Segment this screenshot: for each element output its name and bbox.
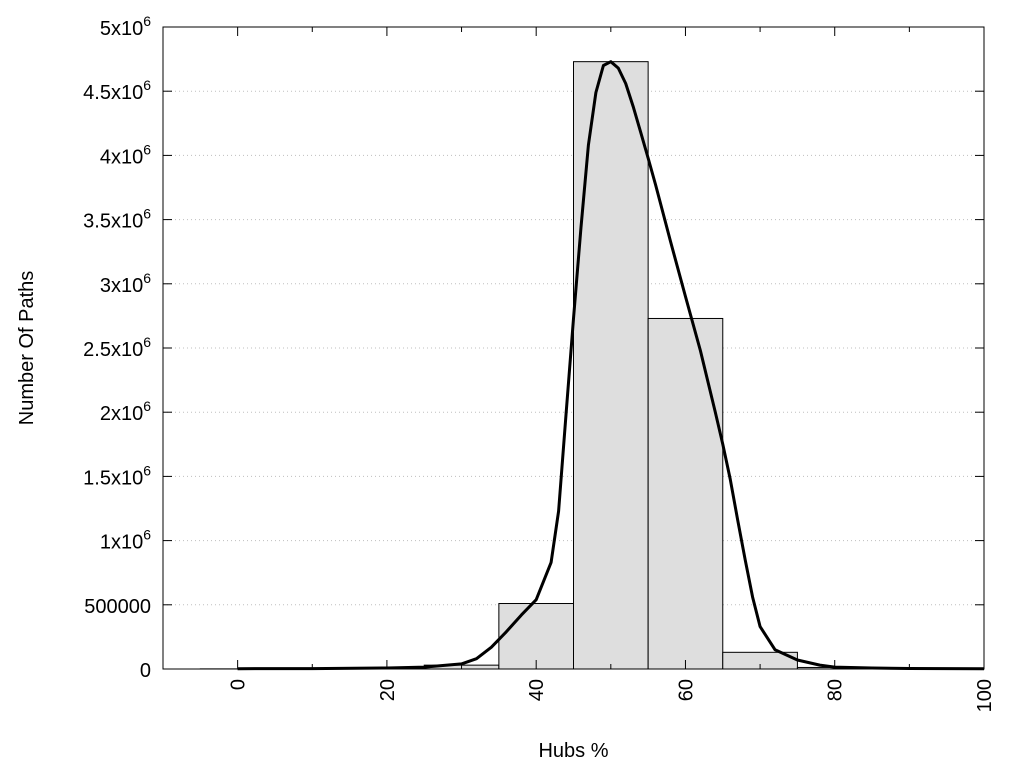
y-tick-label: 4x106	[100, 141, 151, 168]
y-tick-label: 4.5x106	[83, 77, 151, 104]
x-tick-label: 100	[974, 679, 996, 712]
y-tick-label: 2.5x106	[83, 334, 151, 361]
y-tick-label: 500000	[84, 596, 151, 618]
y-tick-label: 1x106	[100, 527, 151, 554]
x-tick-label: 40	[526, 679, 548, 701]
x-tick-label: 20	[377, 679, 399, 701]
x-tick-label: 0	[228, 679, 250, 690]
x-tick-label: 60	[675, 679, 697, 701]
y-tick-label: 3.5x106	[83, 206, 151, 233]
y-tick-label: 0	[140, 660, 151, 682]
x-tick-label: 80	[825, 679, 847, 701]
y-tick-label: 5x106	[100, 13, 151, 40]
density-curve	[237, 60, 985, 671]
y-axis-ticks: 0 500000 1x106 1.5x106 2x106 2.5x106 3x106 3.5x…	[83, 13, 984, 682]
histogram-bar	[647, 317, 724, 670]
y-tick-label: 2x106	[100, 398, 151, 425]
histogram-bars	[199, 61, 985, 670]
x-axis-title: Hubs %	[538, 740, 608, 762]
x-axis-ticks: 0 20 40 60 80 100	[228, 27, 996, 712]
histogram-bar	[573, 61, 649, 670]
histogram-bar	[498, 603, 575, 670]
y-axis-title: Number Of Paths	[16, 271, 38, 426]
y-tick-label: 1.5x106	[83, 462, 151, 489]
grid-lines	[163, 90, 984, 606]
y-tick-label: 3x106	[100, 270, 151, 297]
